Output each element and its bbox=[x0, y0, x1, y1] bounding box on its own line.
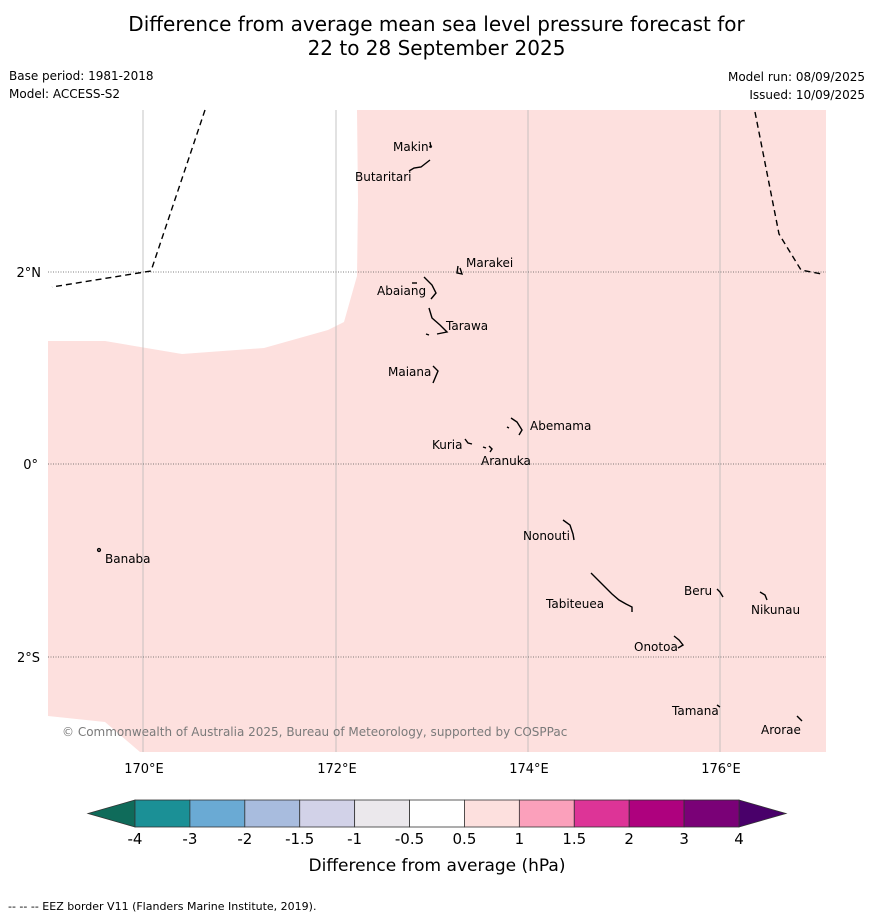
island-label-makin: Makin bbox=[393, 140, 429, 154]
colorbar-tick-label: 0.5 bbox=[453, 830, 477, 848]
colorbar-segment bbox=[189, 799, 246, 828]
colorbar-segment bbox=[134, 799, 191, 828]
colorbar-segments bbox=[134, 799, 740, 828]
colorbar-segment bbox=[573, 799, 630, 828]
island-label-nikunau: Nikunau bbox=[751, 603, 800, 617]
colorbar-segment bbox=[299, 799, 356, 828]
island-label-beru: Beru bbox=[684, 584, 712, 598]
colorbar-tick-label: -2 bbox=[237, 830, 252, 848]
colorbar-tick-label: 2 bbox=[624, 830, 634, 848]
colorbar-tick-label: -0.5 bbox=[395, 830, 424, 848]
island-label-kuria: Kuria bbox=[432, 438, 463, 452]
issued-date: Issued: 10/09/2025 bbox=[749, 88, 865, 102]
lat-label-2n: 2°N bbox=[17, 266, 42, 281]
colorbar-segment bbox=[464, 799, 520, 828]
colorbar-tick-label: 4 bbox=[734, 830, 744, 848]
island-label-maiana: Maiana bbox=[388, 365, 431, 379]
pressure-anomaly-fill bbox=[48, 110, 826, 752]
island-label-abemama: Abemama bbox=[530, 419, 591, 433]
lat-label-2s: 2°S bbox=[17, 651, 40, 666]
title-line-2: 22 to 28 September 2025 bbox=[307, 36, 566, 60]
colorbar-segment bbox=[628, 799, 685, 828]
colorbar-segment bbox=[244, 799, 301, 828]
colorbar-tick-label: 1.5 bbox=[562, 830, 586, 848]
island-label-abaiang: Abaiang bbox=[377, 284, 426, 298]
title-line-1: Difference from average mean sea level p… bbox=[128, 12, 745, 36]
model-run: Model run: 08/09/2025 bbox=[727, 70, 865, 84]
colorbar-segment bbox=[683, 799, 740, 828]
map-title: Difference from average mean sea level p… bbox=[0, 12, 873, 60]
island-label-aranuka: Aranuka bbox=[481, 454, 531, 468]
colorbar-tick-label: 1 bbox=[515, 830, 525, 848]
lon-label-176: 176°E bbox=[701, 762, 741, 777]
latitude-gridlines bbox=[48, 271, 826, 658]
colorbar-over-arrow bbox=[738, 799, 788, 828]
colorbar-tick-label: -1.5 bbox=[285, 830, 314, 848]
colorbar-title: Difference from average (hPa) bbox=[309, 856, 566, 876]
colorbar-tick-label: -4 bbox=[128, 830, 143, 848]
lon-label-170: 170°E bbox=[124, 762, 164, 777]
colorbar-segment bbox=[354, 799, 410, 828]
colorbar-segment bbox=[409, 799, 465, 828]
map-area: Makin Butaritari Marakei Abaiang Tarawa … bbox=[48, 109, 826, 752]
island-label-butaritari: Butaritari bbox=[355, 170, 412, 184]
latitude-labels: 2°N 0° 2°S bbox=[17, 266, 42, 666]
island-label-tarawa: Tarawa bbox=[445, 319, 488, 333]
colorbar: -4 -3 -2 -1.5 -1 -0.5 0.5 1 1.5 2 3 4 Difference fr… bbox=[86, 799, 788, 876]
colorbar-segment bbox=[518, 799, 575, 828]
copyright-notice: © Commonwealth of Australia 2025, Bureau… bbox=[62, 725, 567, 739]
island-outlines bbox=[96, 141, 803, 722]
island-label-nonouti: Nonouti bbox=[523, 529, 570, 543]
island-label-banaba: Banaba bbox=[105, 552, 151, 566]
eez-footer-note: -- -- -- EEZ border V11 (Flanders Marine… bbox=[8, 900, 317, 913]
lon-label-172: 172°E bbox=[317, 762, 357, 777]
colorbar-ticks: -4 -3 -2 -1.5 -1 -0.5 0.5 1 1.5 2 3 4 bbox=[128, 830, 744, 848]
colorbar-under-arrow bbox=[86, 799, 136, 828]
lon-label-174: 174°E bbox=[509, 762, 549, 777]
model-name: Model: ACCESS-S2 bbox=[9, 87, 121, 101]
longitude-gridlines bbox=[142, 110, 721, 752]
island-label-arorae: Arorae bbox=[761, 723, 801, 737]
colorbar-tick-label: -1 bbox=[347, 830, 362, 848]
base-period: Base period: 1981-2018 bbox=[9, 69, 154, 83]
island-label-tamana: Tamana bbox=[671, 704, 719, 718]
island-label-tabiteuea: Tabiteuea bbox=[545, 597, 604, 611]
island-label-onotoa: Onotoa bbox=[634, 640, 678, 654]
colorbar-tick-label: 3 bbox=[679, 830, 689, 848]
colorbar-tick-label: -3 bbox=[182, 830, 197, 848]
lat-label-0: 0° bbox=[23, 458, 38, 473]
island-labels: Makin Butaritari Marakei Abaiang Tarawa … bbox=[105, 140, 801, 737]
eez-borders bbox=[51, 109, 823, 288]
longitude-labels: 170°E 172°E 174°E 176°E bbox=[124, 762, 741, 777]
island-label-marakei: Marakei bbox=[466, 256, 513, 270]
